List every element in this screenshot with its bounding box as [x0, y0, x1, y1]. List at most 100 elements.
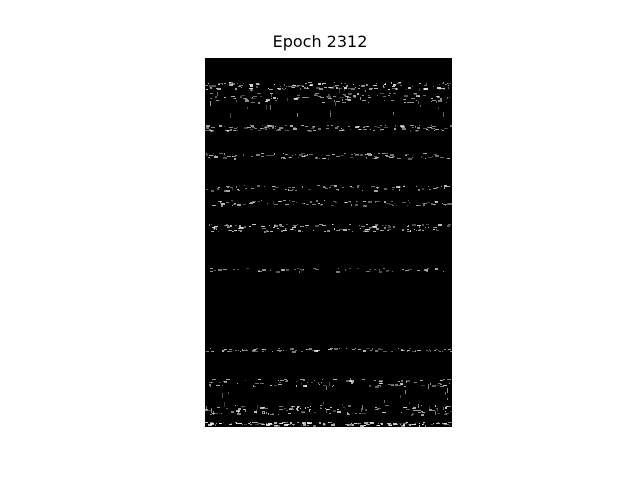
texture-speck [447, 379, 451, 380]
texture-speck [221, 203, 225, 205]
texture-speck [260, 383, 264, 384]
texture-speck [232, 205, 233, 206]
texture-speck [375, 158, 377, 159]
texture-speck [267, 203, 268, 204]
texture-speck [324, 87, 327, 88]
texture-speck [261, 200, 262, 201]
texture-speck [406, 381, 407, 383]
texture-speck [221, 201, 222, 202]
texture-speck [336, 87, 338, 89]
texture-speck [436, 229, 437, 230]
texture-speck [279, 201, 281, 202]
texture-speck [364, 126, 368, 127]
texture-speck [358, 349, 361, 350]
texture-speck [243, 409, 245, 410]
texture-speck [320, 407, 321, 408]
texture-speck [227, 130, 229, 132]
texture-speck [414, 229, 415, 230]
texture-speck [393, 93, 396, 94]
texture-speck [216, 88, 217, 89]
texture-speck [433, 86, 434, 87]
texture-speck [420, 105, 421, 107]
texture-speck [275, 187, 279, 188]
texture-speck [435, 349, 438, 350]
texture-speck [328, 87, 331, 88]
texture-speck [329, 187, 331, 188]
texture-speck [214, 156, 218, 158]
texture-speck [346, 380, 350, 382]
texture-speck [321, 382, 322, 383]
texture-speck [409, 157, 410, 158]
texture-speck [278, 129, 280, 130]
texture-speck [435, 406, 436, 407]
texture-speck [391, 201, 393, 202]
texture-speck [265, 101, 268, 102]
texture-speck [435, 201, 438, 203]
texture-speck [408, 158, 412, 160]
texture-speck [246, 350, 248, 351]
texture-speck [404, 185, 405, 186]
texture-speck [241, 406, 245, 407]
texture-speck [296, 381, 297, 382]
texture-speck [414, 93, 417, 95]
texture-speck [279, 423, 283, 424]
texture-speck [348, 99, 351, 101]
texture-speck [224, 349, 227, 350]
texture-speck [334, 348, 338, 350]
texture-speck [449, 97, 450, 98]
texture-speck [228, 351, 232, 352]
texture-speck [237, 383, 238, 384]
texture-speck [374, 156, 377, 157]
texture-speck [369, 88, 373, 89]
texture-speck [298, 97, 300, 98]
texture-speck [238, 190, 240, 191]
texture-speck [252, 97, 253, 98]
texture-speck [323, 402, 324, 404]
texture-speck [351, 382, 353, 384]
texture-speck [244, 424, 247, 425]
texture-speck [291, 86, 292, 88]
texture-speck [307, 130, 311, 131]
texture-speck [377, 188, 378, 189]
texture-speck [261, 153, 264, 154]
texture-speck [211, 130, 212, 132]
texture-speck [378, 425, 380, 426]
texture-speck [278, 88, 281, 90]
texture-speck [373, 85, 377, 86]
texture-speck [227, 187, 229, 188]
texture-speck [251, 156, 253, 157]
texture-speck [416, 186, 417, 187]
texture-speck [348, 126, 350, 127]
texture-speck [344, 87, 347, 89]
texture-speck [374, 158, 378, 159]
texture-speck [326, 409, 327, 413]
texture-speck [433, 188, 437, 189]
texture-speck [443, 385, 447, 386]
texture-speck [292, 85, 296, 86]
texture-speck [297, 407, 298, 410]
texture-speck [425, 425, 426, 427]
texture-speck [292, 228, 293, 229]
texture-speck [223, 157, 227, 159]
texture-speck [226, 408, 228, 409]
texture-speck [364, 422, 368, 424]
texture-speck [231, 200, 233, 201]
texture-speck [328, 158, 329, 160]
texture-speck [372, 226, 376, 227]
texture-speck [250, 89, 253, 91]
texture-speck [447, 97, 448, 99]
texture-speck [272, 128, 274, 129]
texture-speck [260, 407, 264, 409]
texture-speck [226, 224, 228, 225]
texture-speck [404, 95, 408, 97]
texture-speck [433, 229, 435, 230]
texture-speck [206, 125, 210, 127]
texture-speck [237, 127, 238, 128]
texture-speck [350, 129, 351, 130]
texture-speck [222, 83, 223, 85]
texture-speck [445, 407, 447, 409]
texture-speck [244, 226, 246, 228]
texture-speck [327, 125, 329, 126]
texture-speck [388, 384, 390, 385]
texture-speck [241, 87, 242, 88]
